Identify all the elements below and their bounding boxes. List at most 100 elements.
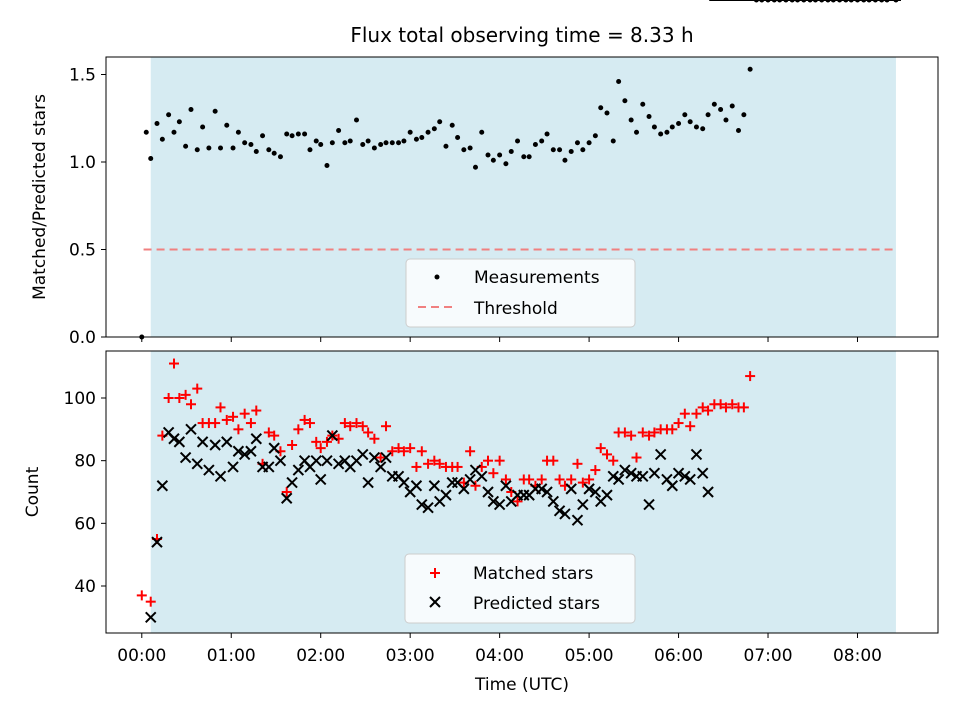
measurement-point (693, 124, 699, 130)
predicted-star-point-stroke-b (661, 473, 673, 486)
measurement-point (148, 156, 154, 161)
measurement-point (425, 129, 431, 135)
predicted-star-point (577, 498, 589, 511)
predicted-star-point-stroke-b (203, 464, 215, 476)
matched-star-point (524, 474, 535, 485)
measurement-point (461, 147, 467, 153)
predicted-star-point-stroke-b (292, 464, 305, 476)
matched-star-point (483, 455, 494, 466)
predicted-star-point-stroke-b (619, 464, 631, 476)
predicted-star-point-stroke-b (374, 461, 387, 473)
predicted-star-point (357, 448, 369, 461)
predicted-star-point-stroke-b (268, 442, 280, 454)
predicted-star-point-stroke-b (493, 498, 506, 511)
measurement-point (676, 121, 682, 126)
measurement-point (284, 131, 290, 137)
predicted-star-point-stroke-b (565, 483, 577, 495)
count-x-tick-label: 05:00 (565, 646, 614, 666)
measurement-point (544, 131, 550, 137)
predicted-star-point-stroke-b (500, 480, 512, 492)
matched-star-points (136, 0, 901, 607)
predicted-star-point (168, 433, 180, 445)
predicted-star-point (374, 461, 387, 473)
count-x-tick-label: 04:00 (475, 646, 524, 666)
measurement-point (735, 128, 741, 133)
matched-star-point (679, 408, 690, 419)
measurement-point (562, 157, 568, 163)
count-x-tick-label: 06:00 (654, 646, 703, 666)
predicted-star-point-stroke-b (612, 473, 625, 486)
ratio-legend: Measurements Threshold (405, 258, 636, 328)
predicted-star-point-stroke-b (173, 436, 186, 448)
predicted-star-point (214, 470, 227, 483)
predicted-star-point-stroke-b (410, 480, 423, 492)
measurement-point (449, 122, 455, 128)
predicted-star-point (245, 445, 257, 457)
predicted-star-point-stroke-b (274, 454, 287, 467)
matched-star-point (619, 427, 630, 438)
matched-star-point (644, 430, 655, 441)
predicted-star-point-stroke-b (607, 470, 619, 483)
predicted-star-point (553, 505, 566, 517)
predicted-star-point-stroke-b (380, 451, 392, 464)
predicted-star-point (619, 464, 631, 476)
matched-star-point (577, 477, 588, 488)
matched-star-point (299, 414, 310, 425)
measurement-point (550, 147, 556, 153)
measurement-point (651, 124, 657, 130)
predicted-star-point-stroke-b (196, 436, 209, 448)
matched-star-point (452, 461, 463, 472)
predicted-star-point-stroke-b (601, 489, 613, 501)
measurement-point (242, 140, 248, 146)
predicted-star-point (583, 483, 595, 495)
predicted-star-point-stroke-b (589, 486, 602, 498)
matched-star-point (398, 446, 409, 457)
matched-star-point (245, 418, 256, 429)
predicted-star-point-stroke-b (185, 423, 197, 436)
predicted-star-point (315, 473, 327, 486)
matched-star-point (192, 383, 203, 394)
measurement-point (431, 126, 437, 132)
measurement-point (396, 140, 402, 146)
x-axis-label: Time (UTC) (474, 675, 569, 695)
legend-matched-marker (430, 568, 440, 578)
matched-star-point (174, 393, 185, 403)
predicted-star-point (362, 476, 374, 489)
matched-star-point (357, 421, 368, 432)
predicted-star-point-stroke-b (392, 470, 405, 483)
measurement-point (479, 129, 485, 135)
matched-star-point (637, 427, 648, 438)
predicted-star-point (565, 483, 577, 495)
predicted-star-point-stroke-b (286, 476, 298, 489)
predicted-star-point (292, 464, 305, 476)
matched-star-point (667, 424, 678, 435)
matched-star-point (233, 424, 244, 435)
measurement-point (347, 138, 353, 144)
predicted-star-point (268, 442, 280, 454)
predicted-star-point (310, 454, 322, 467)
measurement-point (616, 79, 622, 84)
predicted-star-point (221, 436, 233, 448)
predicted-star-point-stroke-b (559, 508, 571, 520)
ratio-y-ticks: 0.0 0.5 1.0 1.5 (69, 66, 106, 348)
predicted-star-point (209, 439, 221, 451)
matched-star-point (228, 411, 239, 422)
predicted-star-point (690, 448, 703, 461)
predicted-star-point-stroke-b (451, 476, 464, 489)
legend-predicted-label: Predicted stars (473, 594, 600, 614)
measurement-point (353, 117, 359, 123)
measurement-point (329, 140, 335, 146)
matched-star-point (375, 452, 386, 463)
measurement-point (741, 112, 747, 118)
predicted-star-point-stroke-b (654, 448, 667, 461)
predicted-star-point (428, 480, 441, 492)
measurement-point (682, 112, 688, 118)
legend-matched-label: Matched stars (473, 564, 593, 584)
predicted-star-point-stroke-b (238, 448, 251, 461)
predicted-star-point-stroke-b (476, 470, 488, 483)
predicted-star-point (179, 451, 192, 464)
measurement-point (598, 105, 604, 111)
measurement-point (658, 131, 664, 137)
matched-star-point (321, 436, 332, 447)
